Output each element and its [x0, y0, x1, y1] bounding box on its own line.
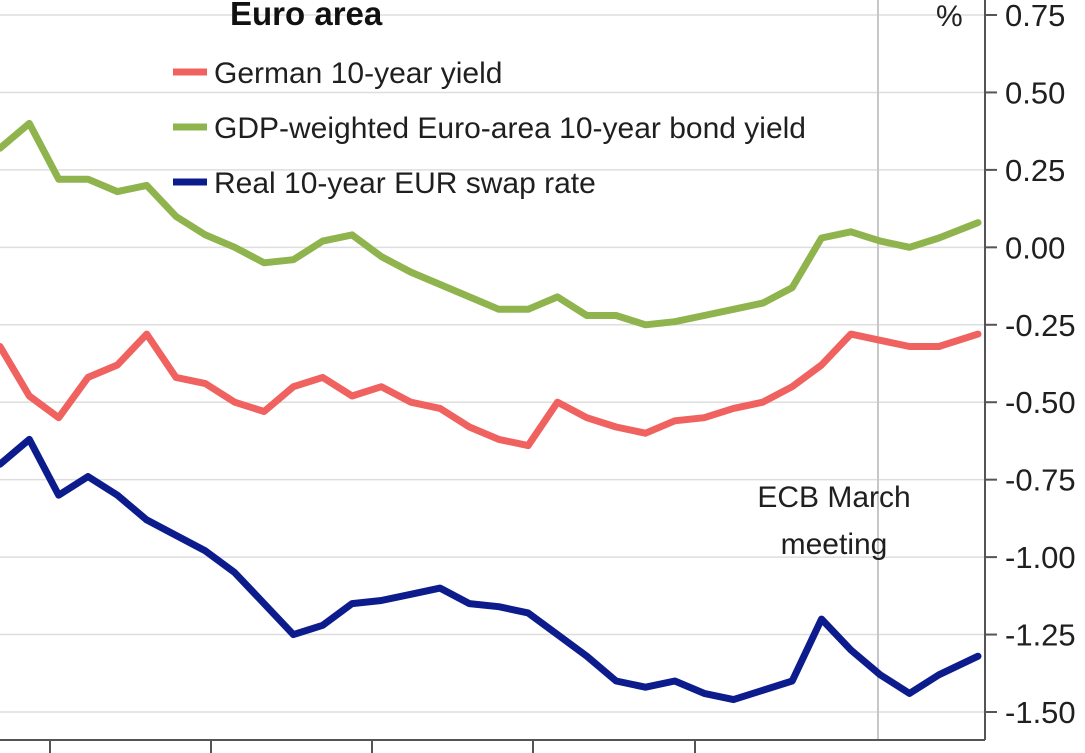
- y-axis-ticks: 0.75 0.50 0.25 0.00 -0.25 -0.50 -0.75 -1.00 -1.2…: [985, 0, 1076, 730]
- series-line-gdp-weighted-euro-area-10-year-bond-yield: [0, 119, 982, 329]
- y-tick-label: -0.75: [1005, 463, 1076, 498]
- series-lines: [0, 119, 982, 704]
- y-tick-label: 0.00: [1005, 230, 1065, 265]
- legend-label-gdp-weighted-euro-area-10-year-bond-yield: GDP-weighted Euro-area 10-year bond yiel…: [214, 112, 806, 145]
- series-line-german-10-year-yield: [0, 330, 982, 450]
- y-tick-label: -0.50: [1005, 385, 1076, 420]
- legend: German 10-year yield GDP-weighted Euro-a…: [173, 57, 806, 200]
- y-tick-label: -1.50: [1005, 695, 1076, 730]
- ecb-march-meeting-label-line-1: ECB March: [757, 481, 910, 514]
- series-line-real-10-year-eur-swap-rate: [0, 435, 982, 704]
- chart-title: Euro area: [230, 0, 383, 32]
- legend-label-real-10-year-eur-swap-rate: Real 10-year EUR swap rate: [214, 167, 596, 200]
- y-tick-label: 0.50: [1005, 75, 1065, 110]
- gridlines: [0, 14, 985, 713]
- y-tick-label: -0.25: [1005, 308, 1076, 343]
- y-tick-label: 0.75: [1005, 0, 1065, 33]
- y-tick-label: 0.25: [1005, 153, 1065, 188]
- y-tick-label: -1.25: [1005, 618, 1076, 653]
- legend-label-german-10-year-yield: German 10-year yield: [214, 57, 502, 90]
- y-tick-label: -1.00: [1005, 540, 1076, 575]
- x-axis-ticks: [49, 740, 696, 753]
- unit-label: %: [936, 0, 963, 33]
- ecb-march-meeting-label-line-2: meeting: [781, 528, 888, 561]
